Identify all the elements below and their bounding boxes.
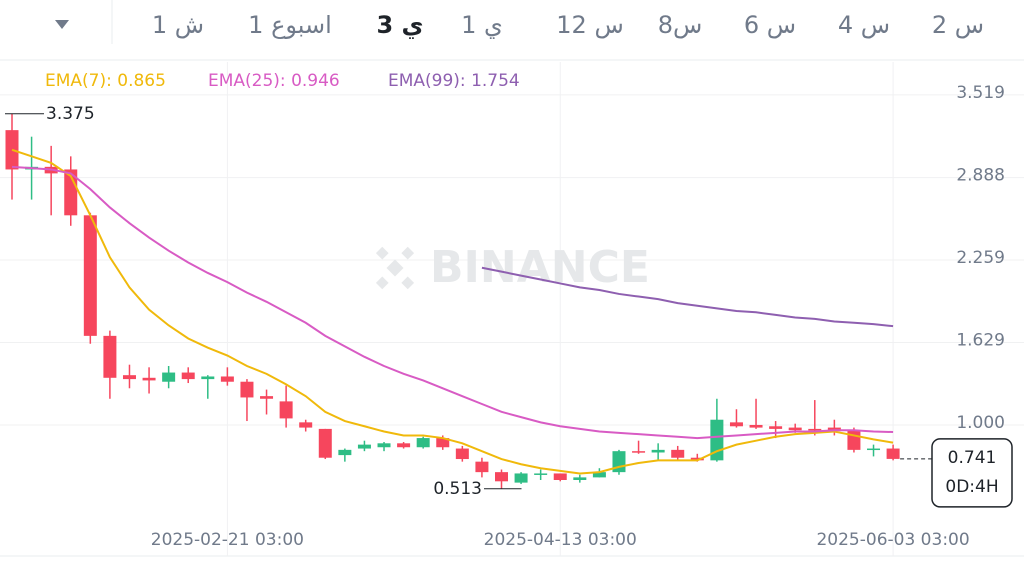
candle-body: [142, 377, 156, 381]
candle-body: [357, 444, 371, 449]
watermark-text: BINANCE: [430, 242, 650, 293]
candle-body: [827, 427, 841, 431]
candle-body: [181, 372, 195, 380]
candle-body: [495, 472, 508, 482]
interval-tab[interactable]: 1 اسبوع: [248, 11, 332, 39]
candle-body: [436, 438, 450, 448]
candle-body: [592, 472, 606, 478]
candle-body: [729, 422, 743, 427]
candle-body: [886, 448, 900, 459]
interval-tab[interactable]: 2 س: [932, 11, 984, 39]
legend-entry: EMA(99): 1.754: [388, 71, 520, 91]
candle-body: [514, 473, 528, 483]
candle-body: [769, 426, 783, 429]
y-tick-label: 2.259: [956, 248, 1005, 268]
candle-body: [338, 449, 352, 456]
candle-body: [83, 215, 97, 336]
candle-body: [122, 375, 136, 380]
interval-tab[interactable]: 3 ي: [376, 11, 423, 39]
y-tick-label: 2.888: [956, 166, 1005, 186]
candle-body: [220, 376, 234, 382]
interval-tab[interactable]: 4 س: [838, 11, 890, 39]
candle-body: [5, 130, 19, 170]
candle-body: [201, 376, 215, 380]
candle-body: [240, 381, 254, 398]
candle-body: [632, 451, 646, 453]
interval-tab[interactable]: 12 س: [556, 11, 623, 39]
interval-tab[interactable]: 1 ي: [461, 11, 503, 39]
legend-entry: EMA(25): 0.946: [208, 71, 340, 91]
x-tick-label: 2025-06-03 03:00: [816, 530, 969, 550]
candle-body: [749, 424, 763, 428]
candle-body: [416, 438, 430, 448]
ema-line: [11, 148, 894, 475]
candle-body: [103, 335, 117, 378]
candle-body: [553, 473, 567, 480]
high-label: 3.375: [46, 104, 95, 124]
price-box: [931, 438, 1013, 508]
candle-body: [651, 449, 665, 453]
candle-body: [377, 443, 391, 448]
interval-tab[interactable]: 8س: [658, 11, 703, 39]
candle-body: [260, 396, 274, 399]
x-tick-label: 2025-02-21 03:00: [151, 530, 304, 550]
ema-line: [481, 266, 894, 328]
candle-body: [299, 422, 313, 428]
candle-body: [671, 449, 685, 458]
low-label: 0.513: [433, 479, 482, 499]
candle-body: [279, 401, 293, 419]
candle-body: [162, 372, 176, 382]
interval-tab[interactable]: 1 ش: [152, 11, 204, 39]
ema-line: [11, 165, 894, 440]
candle-body: [455, 448, 469, 460]
candle-body: [788, 427, 802, 431]
legend-entry: EMA(7): 0.865: [45, 71, 166, 91]
current-price: 0.741: [948, 448, 997, 468]
y-tick-label: 1.000: [956, 413, 1005, 433]
y-tick-label: 1.629: [956, 331, 1005, 351]
candle-body: [808, 428, 822, 431]
y-tick-label: 3.519: [956, 83, 1005, 103]
candle-body: [867, 448, 881, 451]
countdown: 0D:4H: [945, 477, 998, 497]
candle-body: [573, 477, 587, 480]
x-tick-label: 2025-04-13 03:00: [484, 530, 637, 550]
candle-body: [690, 457, 704, 461]
dropdown-arrow[interactable]: [55, 20, 69, 29]
candle-body: [847, 430, 861, 450]
candle-body: [475, 461, 489, 473]
candle-body: [534, 473, 548, 475]
interval-tab[interactable]: 6 س: [744, 11, 796, 39]
candle-body: [397, 443, 411, 448]
candle-body: [318, 428, 332, 458]
